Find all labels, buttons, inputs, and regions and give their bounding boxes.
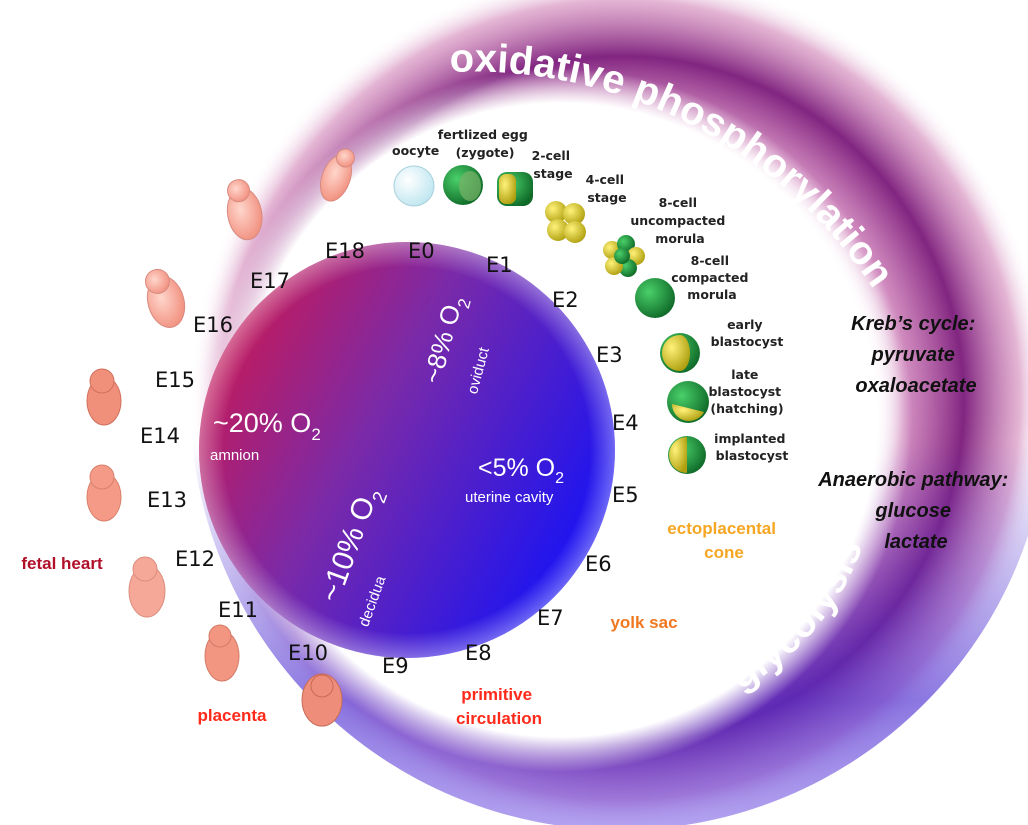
day-label: E12 bbox=[175, 547, 215, 571]
two-cell-icon bbox=[497, 172, 533, 206]
fetus-icon-e17 bbox=[226, 179, 263, 241]
day-label: E11 bbox=[218, 598, 258, 622]
uncompacted-morula-icon bbox=[603, 235, 645, 277]
fetus-icon-e12 bbox=[128, 556, 166, 618]
day-label: E16 bbox=[193, 313, 233, 337]
four-cell-icon bbox=[545, 201, 586, 243]
oocyte-icon bbox=[393, 165, 435, 207]
pathway-labels: Kreb’s cycle: pyruvate oxaloacetate Anae… bbox=[817, 313, 1014, 553]
day-label: E9 bbox=[382, 654, 409, 678]
day-label: E8 bbox=[465, 641, 492, 665]
day-label: E1 bbox=[486, 253, 513, 277]
fetus-icon-e16 bbox=[144, 268, 186, 328]
event-ectoplacental-cone: ectoplacental cone bbox=[667, 519, 780, 562]
stage-labels: oocyte fertlized egg (zygote) 2-cell sta… bbox=[392, 127, 790, 463]
event-placenta: placenta bbox=[198, 706, 268, 725]
zygote-icon bbox=[443, 165, 483, 205]
late-blastocyst-icon bbox=[667, 381, 709, 423]
o2-site: uterine cavity bbox=[465, 489, 554, 506]
day-label: E17 bbox=[250, 269, 290, 293]
event-yolk-sac: yolk sac bbox=[610, 613, 677, 632]
day-label: E15 bbox=[155, 368, 195, 392]
fetus-icon-e14 bbox=[86, 464, 122, 522]
o2-value: <5% O bbox=[478, 454, 555, 482]
anaerobic-pathway-label: Anaerobic pathway: glucose lactate bbox=[817, 469, 1014, 553]
o2-value: ~20% O bbox=[213, 408, 311, 438]
stage-label-two-cell: 2-cell stage bbox=[532, 148, 575, 181]
o2-site: amnion bbox=[210, 447, 259, 464]
fetus-icon-e18 bbox=[319, 148, 355, 202]
oxygen-circle bbox=[199, 242, 615, 658]
svg-text:~20% O2: ~20% O2 bbox=[213, 408, 321, 444]
day-label: E6 bbox=[585, 552, 612, 576]
implanted-blastocyst-icon bbox=[668, 436, 706, 474]
early-blastocyst-icon bbox=[660, 333, 700, 373]
day-label: E18 bbox=[325, 239, 365, 263]
o2-subscript: 2 bbox=[555, 470, 564, 487]
stage-label-four-cell: 4-cell stage bbox=[586, 172, 629, 205]
stage-label-uncompacted-morula: 8-cell uncompacted morula bbox=[630, 195, 729, 246]
event-primitive-circulation: primitive circulation bbox=[456, 685, 542, 728]
o2-zone-amnion: ~20% O2 amnion bbox=[210, 408, 321, 464]
fetus-icon-e15 bbox=[86, 368, 122, 426]
o2-zone-uterine: <5% O2 uterine cavity bbox=[465, 454, 564, 506]
day-label: E10 bbox=[288, 641, 328, 665]
fetus-icons bbox=[86, 148, 355, 727]
stage-label-early-blastocyst: early blastocyst bbox=[711, 317, 784, 349]
fetus-icon-e11 bbox=[204, 624, 240, 682]
o2-subscript: 2 bbox=[311, 425, 320, 444]
event-fetal-heart: fetal heart bbox=[21, 554, 103, 573]
day-label: E5 bbox=[612, 483, 639, 507]
stage-label-compacted-morula: 8-cell compacted morula bbox=[671, 253, 753, 302]
krebs-cycle-label: Kreb’s cycle: pyruvate oxaloacetate bbox=[851, 313, 981, 397]
stage-label-oocyte: oocyte bbox=[392, 143, 439, 158]
day-label: E13 bbox=[147, 488, 187, 512]
day-label: E3 bbox=[596, 343, 623, 367]
day-label: E2 bbox=[552, 288, 579, 312]
fetus-icon-e10 bbox=[301, 673, 343, 727]
event-labels: ectoplacental cone yolk sac primitive ci… bbox=[21, 519, 780, 728]
day-labels: E0 E1 E2 E3 E4 E5 E6 E7 E8 E9 E10 E11 E1… bbox=[140, 239, 639, 678]
embryo-icons bbox=[393, 165, 709, 474]
day-label: E14 bbox=[140, 424, 180, 448]
day-label: E4 bbox=[612, 411, 639, 435]
stage-label-zygote: fertlized egg (zygote) bbox=[438, 127, 532, 160]
stage-label-late-blastocyst: late blastocyst (hatching) bbox=[708, 367, 785, 416]
compacted-morula-icon bbox=[635, 278, 675, 318]
stage-label-implanted-blastocyst: implanted blastocyst bbox=[714, 431, 790, 463]
svg-text:<5% O2: <5% O2 bbox=[478, 454, 564, 487]
day-label: E7 bbox=[537, 606, 564, 630]
day-label: E0 bbox=[408, 239, 435, 263]
